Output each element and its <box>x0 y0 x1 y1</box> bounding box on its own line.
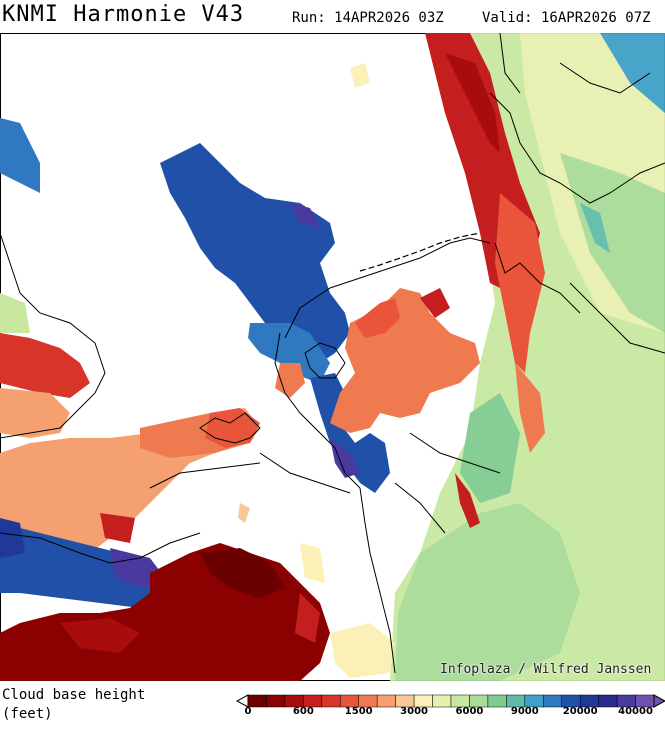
run-time: Run: 14APR2026 03Z <box>292 10 444 26</box>
cloud-field-east-red <box>425 33 545 528</box>
credit-text: Infoplaza / Wilfred Janssen <box>440 662 652 677</box>
color-bar-swatch <box>266 694 286 708</box>
wadden-dashed-line <box>359 232 481 272</box>
legend-title: Cloud base height (feet) <box>2 686 145 724</box>
color-bar-tick-label: 6000 <box>455 706 484 717</box>
color-bar-tick-label: 20000 <box>562 706 598 717</box>
color-bar-tick-label: 3000 <box>400 706 428 717</box>
cloud-field-belgium-orange <box>0 408 260 553</box>
legend-title-line2: (feet) <box>2 706 53 722</box>
cloud-field-netherlands-orange <box>275 288 480 433</box>
color-bar-tick-label: 9000 <box>510 706 539 717</box>
color-bar-right-arrow <box>653 694 665 708</box>
forecast-map <box>0 33 665 681</box>
cloud-field-france-blue <box>0 518 165 608</box>
color-bar-swatch <box>432 694 452 708</box>
color-bar-tick-label: 0 <box>244 706 252 717</box>
valid-time: Valid: 16APR2026 07Z <box>482 10 651 26</box>
color-bar-swatch <box>598 694 618 708</box>
color-bar-swatch <box>543 694 562 708</box>
legend: Cloud base height (feet) <box>0 682 665 735</box>
color-bar <box>236 694 665 708</box>
color-bar-tick-label: 40000 <box>618 706 653 717</box>
color-bar-swatch <box>487 694 507 708</box>
cloud-field-yellow-patches <box>238 63 395 678</box>
color-bar-tick-label: 1500 <box>344 706 373 717</box>
header: KNMI Harmonie V43 Run: 14APR2026 03Z Val… <box>0 0 665 32</box>
model-title: KNMI Harmonie V43 <box>2 2 245 27</box>
color-bar-tick-label: 600 <box>292 706 314 717</box>
cloud-field-north-sea-blue <box>0 118 390 493</box>
color-bar-swatch <box>321 694 341 708</box>
cloud-field-east-green <box>390 33 665 681</box>
cloud-field-england <box>0 293 90 438</box>
cloud-field-south-darkred <box>0 543 330 681</box>
coastlines <box>0 33 665 674</box>
legend-title-line1: Cloud base height <box>2 687 146 703</box>
color-bar-swatch <box>376 694 396 708</box>
